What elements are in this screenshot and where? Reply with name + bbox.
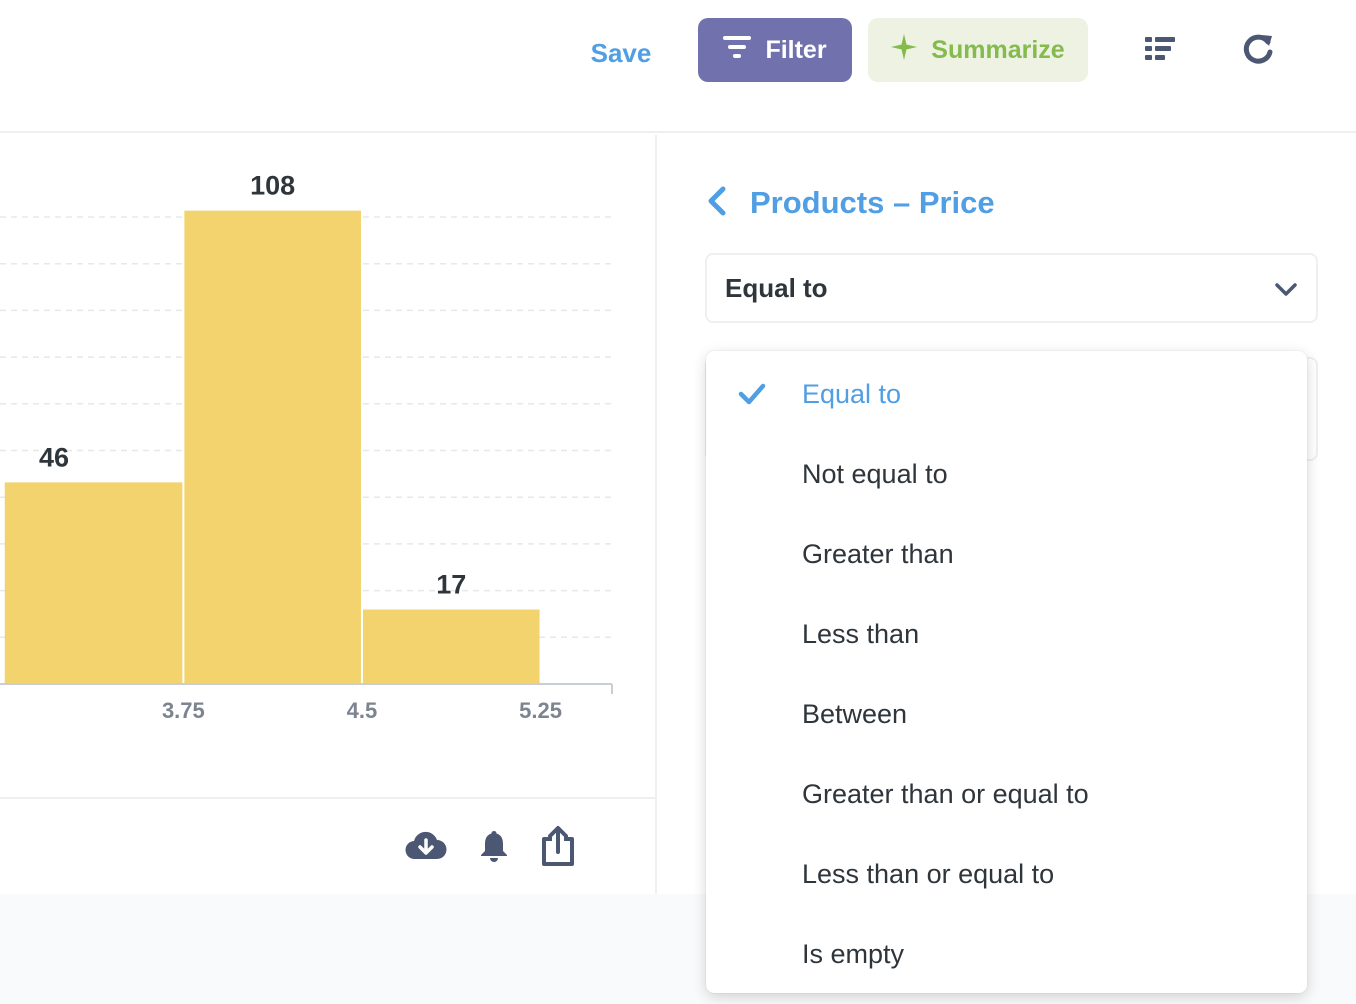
operator-option-label: Is empty (802, 938, 905, 969)
download-icon (405, 831, 447, 864)
share-icon (540, 825, 576, 870)
histogram-chart: 46 108 17 3.75 4.5 5.25 (0, 171, 613, 723)
back-to-columns-link[interactable]: Products – Price (706, 180, 995, 226)
save-button[interactable]: Save (578, 30, 664, 76)
operator-select-value: Equal to (725, 272, 828, 303)
operator-option-label: Less than (802, 618, 920, 649)
x-tick-label: 3.75 (162, 698, 205, 723)
operator-select[interactable]: Equal to (705, 253, 1318, 323)
operator-option-greater-than-or-equal[interactable]: Greater than or equal to (706, 754, 1307, 834)
chevron-left-icon (706, 186, 728, 221)
histogram-bar[interactable] (184, 210, 361, 684)
chart-panel: 46 108 17 3.75 4.5 5.25 (0, 135, 655, 797)
operator-option-not-equal-to[interactable]: Not equal to (706, 434, 1307, 514)
check-icon (738, 382, 766, 413)
operator-option-label: Equal to (802, 378, 902, 409)
filter-button[interactable]: Filter (698, 18, 852, 82)
query-header: Save Filter Summarize (0, 0, 1356, 133)
download-button[interactable] (404, 825, 448, 869)
summarize-button[interactable]: Summarize (868, 18, 1088, 82)
operator-option-between[interactable]: Between (706, 674, 1307, 754)
chevron-down-icon (1274, 277, 1298, 306)
operator-option-is-empty[interactable]: Is empty (706, 914, 1307, 994)
bell-icon (479, 830, 509, 865)
bar-data-label: 17 (436, 569, 466, 599)
x-tick-label: 4.5 (347, 698, 378, 723)
operator-dropdown: Equal to Not equal to Greater than Less … (706, 351, 1307, 993)
operator-option-less-than-or-equal[interactable]: Less than or equal to (706, 834, 1307, 914)
operator-option-label: Between (802, 698, 908, 729)
panel-divider (655, 135, 657, 894)
bar-data-label: 46 (39, 442, 69, 472)
x-tick-label: 5.25 (519, 698, 562, 723)
alert-button[interactable] (472, 825, 516, 869)
view-list-button[interactable] (1136, 26, 1184, 74)
filter-icon (723, 35, 752, 66)
bar-data-label: 108 (250, 171, 295, 201)
operator-option-label: Greater than (802, 538, 954, 569)
filter-column-title: Products – Price (750, 185, 995, 220)
share-button[interactable] (536, 825, 580, 869)
operator-option-label: Less than or equal to (802, 858, 1055, 889)
sparkle-icon (891, 33, 918, 67)
operator-option-greater-than[interactable]: Greater than (706, 514, 1307, 594)
summarize-button-label: Summarize (931, 35, 1065, 64)
refresh-icon (1241, 32, 1275, 69)
list-icon (1145, 36, 1175, 64)
operator-option-equal-to[interactable]: Equal to (706, 354, 1307, 434)
histogram-bar[interactable] (362, 609, 540, 684)
chart-footer (0, 797, 655, 894)
filter-button-label: Filter (765, 35, 827, 64)
operator-option-label: Not equal to (802, 458, 948, 489)
operator-option-label: Greater than or equal to (802, 778, 1089, 809)
operator-option-less-than[interactable]: Less than (706, 594, 1307, 674)
histogram-bar[interactable] (4, 482, 183, 684)
refresh-button[interactable] (1234, 26, 1282, 74)
